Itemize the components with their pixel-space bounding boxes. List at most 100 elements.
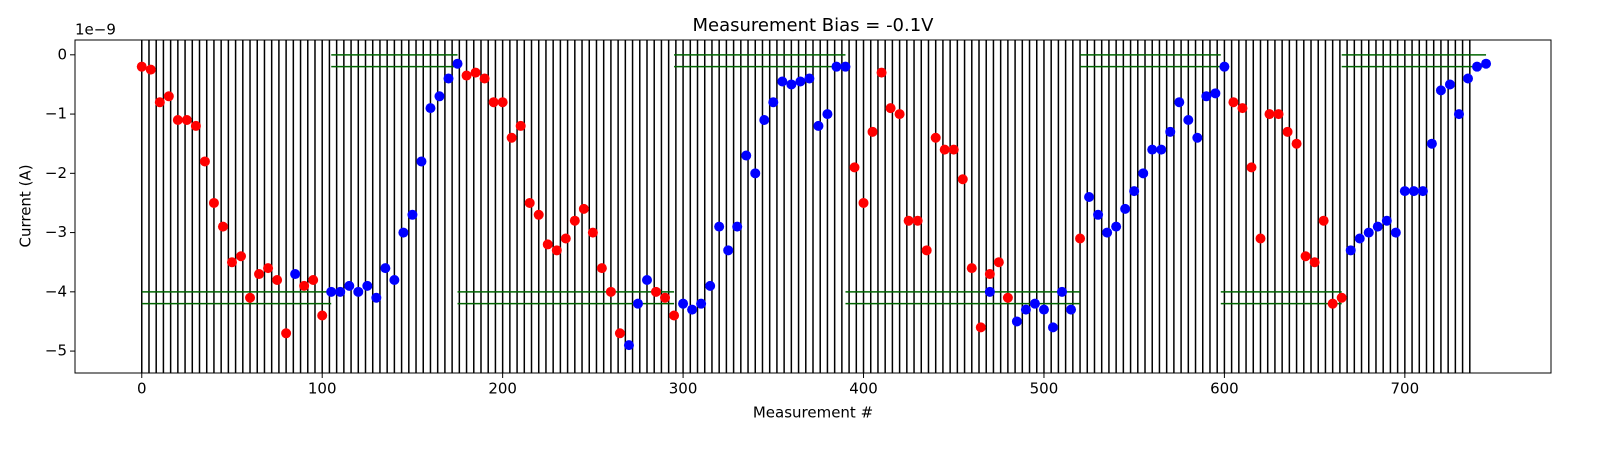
point	[1444, 79, 1455, 90]
point	[1011, 316, 1022, 327]
point	[1363, 227, 1374, 238]
x-tick-label: 0	[137, 380, 147, 398]
point	[1291, 138, 1302, 149]
point	[497, 97, 508, 108]
point	[605, 286, 616, 297]
point	[867, 126, 878, 137]
x-tick-label: 200	[488, 380, 517, 398]
y-tick-label: −2	[45, 164, 67, 182]
point	[154, 97, 165, 108]
point	[1399, 186, 1410, 197]
point	[1255, 233, 1266, 244]
point	[479, 73, 490, 84]
point	[136, 61, 147, 72]
y-tick-label: −1	[45, 105, 67, 123]
point	[894, 109, 905, 120]
point	[443, 73, 454, 84]
point	[515, 120, 526, 131]
point	[966, 263, 977, 274]
point	[416, 156, 427, 167]
point	[723, 245, 734, 256]
point	[957, 174, 968, 185]
point	[371, 292, 382, 303]
point	[669, 310, 680, 321]
point	[984, 286, 995, 297]
point	[696, 298, 707, 309]
point	[759, 114, 770, 125]
point	[1273, 109, 1284, 120]
point	[921, 245, 932, 256]
point	[1318, 215, 1329, 226]
point	[849, 162, 860, 173]
point	[903, 215, 914, 226]
point	[651, 286, 662, 297]
point	[299, 280, 310, 291]
point	[876, 67, 887, 78]
point	[199, 156, 210, 167]
point	[1147, 144, 1158, 155]
point	[145, 64, 156, 75]
point	[551, 245, 562, 256]
point	[353, 286, 364, 297]
point	[984, 269, 995, 280]
point	[1129, 186, 1140, 197]
x-tick-label: 300	[669, 380, 698, 398]
point	[1228, 97, 1239, 108]
point	[344, 280, 355, 291]
point	[1246, 162, 1257, 173]
point	[1020, 304, 1031, 315]
point	[434, 91, 445, 102]
point	[1264, 109, 1275, 120]
point	[614, 328, 625, 339]
point	[1417, 186, 1428, 197]
point	[1435, 85, 1446, 96]
point	[912, 215, 923, 226]
point	[533, 209, 544, 220]
point	[804, 73, 815, 84]
point	[858, 197, 869, 208]
point	[623, 340, 634, 351]
y-offset-label: 1e−9	[75, 21, 116, 39]
point	[488, 97, 499, 108]
point	[1309, 257, 1320, 268]
point	[1047, 322, 1058, 333]
point	[290, 269, 301, 280]
point	[1282, 126, 1293, 137]
point	[380, 263, 391, 274]
point	[714, 221, 725, 232]
point	[560, 233, 571, 244]
point	[1192, 132, 1203, 143]
chart-title: Measurement Bias = -0.1V	[692, 15, 934, 36]
point	[1075, 233, 1086, 244]
y-axis-label: Current (A)	[17, 164, 35, 247]
point	[1002, 292, 1013, 303]
point	[1165, 126, 1176, 137]
x-tick-label: 700	[1391, 380, 1420, 398]
point	[786, 79, 797, 90]
point	[813, 120, 824, 131]
point	[1138, 168, 1149, 179]
point	[596, 263, 607, 274]
y-tick-label: −4	[45, 282, 67, 300]
point	[1210, 88, 1221, 99]
point	[1336, 292, 1347, 303]
point	[1481, 58, 1492, 69]
point	[506, 132, 517, 143]
x-axis-label: Measurement #	[753, 404, 873, 422]
point	[362, 280, 373, 291]
point	[172, 114, 183, 125]
point	[777, 76, 788, 87]
point	[1327, 298, 1338, 309]
point	[822, 109, 833, 120]
point	[263, 263, 274, 274]
point	[425, 103, 436, 114]
point	[190, 120, 201, 131]
point	[678, 298, 689, 309]
point	[398, 227, 409, 238]
point	[587, 227, 598, 238]
point	[524, 197, 535, 208]
point	[1300, 251, 1311, 262]
point	[687, 304, 698, 315]
point	[1201, 91, 1212, 102]
point	[308, 274, 319, 285]
